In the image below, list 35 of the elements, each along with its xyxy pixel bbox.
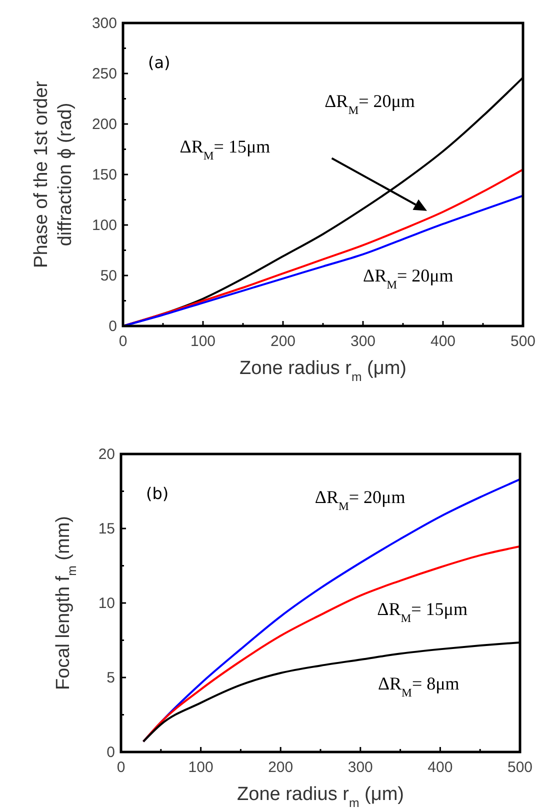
y-tick-label: 0 <box>106 744 115 761</box>
x-tick-label: 0 <box>118 333 128 350</box>
y-axis-title: Phase of the 1st order diffraction ϕ (rad) <box>31 80 76 268</box>
y-tick-label: 200 <box>92 116 117 133</box>
x-tick-label: 400 <box>430 333 456 350</box>
series-label: ΔR$_{M}$= 8μm <box>378 673 460 699</box>
line-series <box>122 194 524 327</box>
x-axis-title: Zone radius r$_{m}$ (μm) <box>237 784 404 809</box>
y-tick-label: 250 <box>92 66 117 82</box>
y-tick-label: 15 <box>98 520 115 538</box>
y-tick-label: 20 <box>98 446 115 463</box>
x-tick-label: 100 <box>188 759 214 776</box>
x-tick-label: 500 <box>507 759 533 776</box>
y-tick-label: 0 <box>108 318 117 335</box>
x-tick-label: 200 <box>268 759 294 776</box>
series-label: ΔR$_{M}$= 20μm <box>314 487 406 513</box>
x-tick-label: 100 <box>190 333 216 350</box>
series-label: ΔR$_{M}$= 20μm <box>363 266 454 292</box>
x-axis-title: Zone radius r$_{m}$ (μm) <box>240 358 406 384</box>
text: ΔR$_{M}$= 20μm <box>324 90 415 116</box>
y-tick-label: 5 <box>106 670 115 686</box>
x-tick-label: 200 <box>270 333 296 350</box>
text: (a) <box>148 53 170 72</box>
x-tick-label: 400 <box>428 759 453 776</box>
series-label: ΔR$_{M}$= 15μm <box>377 598 468 624</box>
y-tick-label: 50 <box>100 268 117 284</box>
x-tick-label: 300 <box>348 759 373 776</box>
text: (b) <box>146 484 169 503</box>
y-tick-label: 300 <box>92 15 117 32</box>
annotation: ΔR$_{M}$= 15μm <box>180 136 270 162</box>
x-tick-label: 500 <box>510 333 536 350</box>
y-tick-label: 100 <box>92 217 117 234</box>
y-tick-label: 150 <box>92 166 117 184</box>
x-tick-label: 300 <box>350 333 376 350</box>
y-tick-label: 10 <box>98 595 115 612</box>
